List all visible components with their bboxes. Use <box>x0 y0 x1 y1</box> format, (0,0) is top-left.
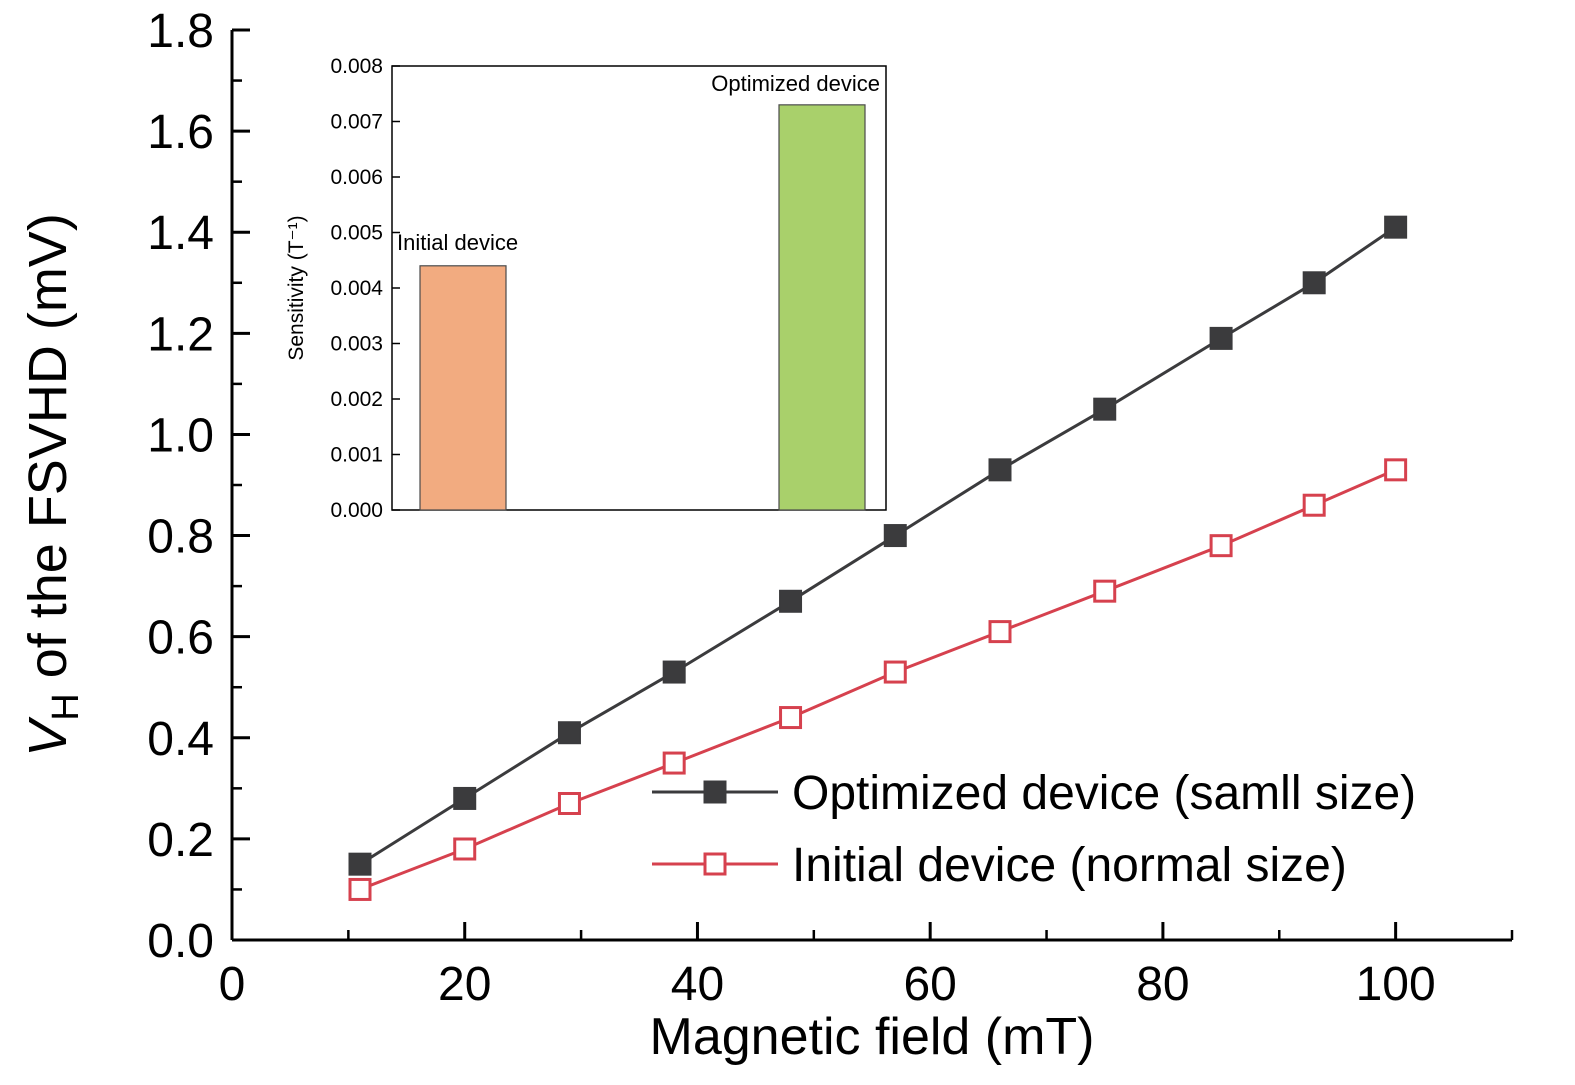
y-tick-label: 0.8 <box>147 511 214 564</box>
open-square-marker <box>1384 458 1408 482</box>
x-tick-label: 20 <box>438 958 491 1011</box>
open-square-marker <box>453 837 477 861</box>
main-axes <box>230 28 1514 942</box>
y-tick-label: 0.2 <box>147 814 214 867</box>
inset-bar-label-initial: Initial device <box>397 230 518 255</box>
x-tick-label: 80 <box>1136 958 1189 1011</box>
open-square-marker <box>557 792 581 815</box>
series-0 <box>348 215 1408 876</box>
open-square-marker <box>662 751 686 775</box>
inset-bar-label-optimized: Optimized device <box>711 71 880 96</box>
legend: Optimized device (samll size) Initial dev… <box>652 767 1416 892</box>
series-1 <box>348 458 1408 901</box>
filled-square-marker <box>557 721 581 745</box>
inset-y-tick-label: 0.003 <box>330 333 383 356</box>
filled-square-marker <box>453 786 477 810</box>
open-square-marker <box>883 660 907 684</box>
open-square-marker <box>348 877 372 901</box>
inset-y-tick-label: 0.006 <box>330 166 383 189</box>
filled-square-marker <box>1093 397 1117 421</box>
open-square-marker <box>1302 493 1326 517</box>
open-square-marker <box>703 852 727 876</box>
inset-bar-0 <box>419 265 507 511</box>
filled-square-marker <box>988 458 1012 482</box>
open-square-marker <box>779 706 803 730</box>
y-tick-label: 1.0 <box>147 409 214 462</box>
x-tick-label: 100 <box>1356 958 1436 1011</box>
filled-square-marker <box>703 780 727 804</box>
x-tick-label: 40 <box>671 958 724 1011</box>
inset-y-tick-label: 0.002 <box>330 388 383 411</box>
inset-y-tick-label: 0.007 <box>330 111 383 134</box>
filled-square-marker <box>883 524 907 548</box>
inset-bar-1 <box>778 104 866 511</box>
inset-y-tick-label: 0.000 <box>330 499 383 522</box>
y-tick-label: 0.6 <box>147 612 214 665</box>
filled-square-marker <box>1384 215 1408 239</box>
inset-y-tick-label: 0.004 <box>330 277 383 300</box>
filled-square-marker <box>348 852 372 876</box>
y-tick-label: 1.8 <box>147 5 214 58</box>
filled-square-marker <box>662 660 686 684</box>
legend-label: Initial device (normal size) <box>792 839 1347 892</box>
inset-y-tick-label: 0.008 <box>330 55 383 78</box>
x-tick-label: 60 <box>903 958 956 1011</box>
inset-y-axis-label: Sensitivity (T⁻¹) <box>285 215 308 360</box>
y-tick-label: 0.0 <box>147 915 214 968</box>
y-axis-label: VH of the FSVHD (mV) <box>18 213 87 757</box>
y-tick-label: 1.6 <box>147 106 214 159</box>
y-tick-label: 1.2 <box>147 308 214 361</box>
inset-bar-chart: 0.000 0.001 0.002 0.003 0.004 0.005 0.006 0.007… <box>285 55 887 522</box>
filled-square-marker <box>1302 271 1326 295</box>
open-square-marker <box>988 620 1012 644</box>
open-square-marker <box>1093 579 1117 603</box>
x-axis-label: Magnetic field (mT) <box>650 1008 1095 1066</box>
series-line <box>359 468 1397 891</box>
main-tick-labels: 0 20 40 60 80 100 0.0 0.2 0.4 0.6 0.8 1.0 1.2 1.4 1.6 1… <box>18 5 1436 1066</box>
open-square-marker <box>1209 534 1233 558</box>
x-tick-label: 0 <box>219 958 246 1011</box>
y-tick-label: 1.4 <box>147 207 214 260</box>
y-tick-label: 0.4 <box>147 713 214 766</box>
filled-square-marker <box>1209 326 1233 350</box>
inset-y-tick-label: 0.005 <box>330 222 383 245</box>
inset-y-tick-label: 0.001 <box>330 444 383 467</box>
filled-square-marker <box>779 589 803 613</box>
legend-label: Optimized device (samll size) <box>792 767 1416 820</box>
